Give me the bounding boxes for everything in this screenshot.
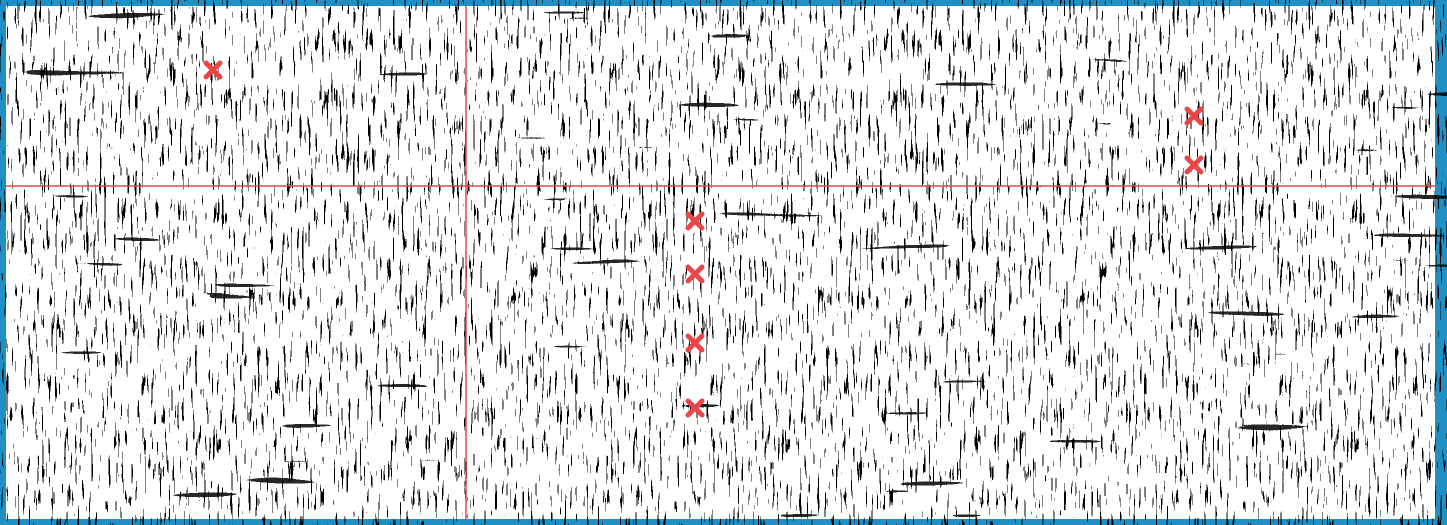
reflection-events: [6, 6, 1435, 519]
